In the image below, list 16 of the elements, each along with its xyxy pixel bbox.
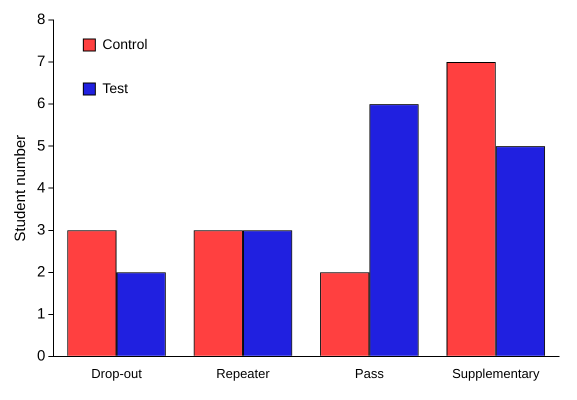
x-tick-label: Repeater <box>216 366 270 381</box>
y-tick-label: 0 <box>37 348 46 365</box>
y-tick-label: 3 <box>37 221 46 238</box>
legend-label: Control <box>102 36 148 52</box>
y-tick-label: 8 <box>37 11 46 28</box>
y-tick-label: 2 <box>37 263 46 280</box>
x-tick-label: Supplementary <box>452 366 540 381</box>
x-tick-label: Drop-out <box>91 366 142 381</box>
y-tick-label: 1 <box>37 305 46 322</box>
y-tick-label: 5 <box>37 137 46 154</box>
y-tick-label: 4 <box>37 179 46 196</box>
y-axis-title: Student number <box>12 134 30 242</box>
y-tick-label: 7 <box>37 53 46 70</box>
x-tick-label: Pass <box>354 366 384 381</box>
legend-label: Test <box>102 80 128 96</box>
y-tick-label: 6 <box>37 95 46 112</box>
